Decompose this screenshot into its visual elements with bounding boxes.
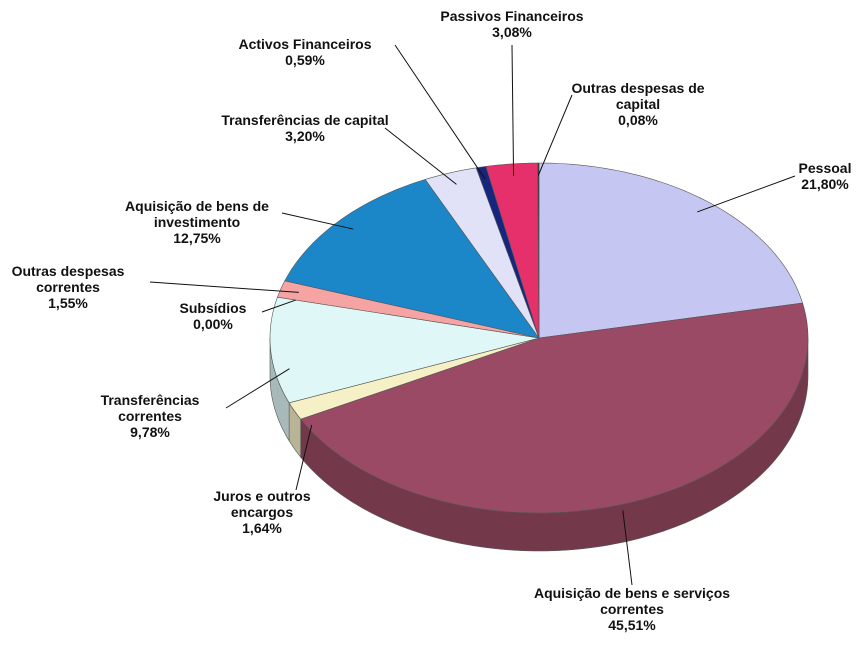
value-label: 3,20% xyxy=(285,128,325,144)
slice-label: Activos Financeiros 0,59% xyxy=(215,36,395,68)
leader-line xyxy=(295,424,313,491)
slice-label: Transferências de capital 3,20% xyxy=(220,112,390,144)
value-label: 3,08% xyxy=(492,24,532,40)
category-name: Aquisição de bens e serviços correntes xyxy=(533,585,731,617)
slice-label: Subsídios 0,00% xyxy=(163,300,263,332)
category-name: Subsídios xyxy=(179,300,247,316)
slice-label: Aquisição de bens e serviços correntes 45… xyxy=(532,585,732,633)
slice-label: Pessoal 21,80% xyxy=(780,160,867,192)
value-label: 12,75% xyxy=(173,230,221,246)
category-name: Juros e outros encargos xyxy=(213,488,311,520)
category-name: Aquisição de bens de investimento xyxy=(125,198,269,230)
slice xyxy=(538,162,803,339)
value-label: 1,64% xyxy=(242,520,282,536)
value-label: 0,59% xyxy=(285,52,325,68)
slice xyxy=(288,337,540,420)
leader-line xyxy=(622,510,633,586)
value-label: 0,08% xyxy=(618,112,658,128)
category-name: Activos Financeiros xyxy=(238,36,372,52)
category-name: Passivos Financeiros xyxy=(440,8,584,24)
slice xyxy=(424,167,540,339)
slice-label: Juros e outros encargos 1,64% xyxy=(192,488,332,536)
slice xyxy=(485,162,540,339)
value-label: 21,80% xyxy=(801,176,849,192)
slice-label: Aquisição de bens de investimento 12,75% xyxy=(107,198,287,246)
leader-line xyxy=(384,127,457,185)
slice xyxy=(284,179,540,339)
value-label: 0,00% xyxy=(193,316,233,332)
category-name: Pessoal xyxy=(798,160,852,176)
slice-label: Outras despesas correntes 1,55% xyxy=(0,263,138,311)
slice-label: Transferências correntes 9,78% xyxy=(75,392,225,440)
slice xyxy=(269,296,540,404)
leader-line xyxy=(394,44,486,180)
slice xyxy=(537,162,540,339)
leader-line xyxy=(697,175,796,213)
category-name: Outras despesas correntes xyxy=(11,263,125,295)
leader-line xyxy=(511,44,515,177)
leader-line xyxy=(261,299,296,313)
leader-line xyxy=(281,212,354,230)
leader-line xyxy=(149,281,299,293)
leader-line xyxy=(225,368,290,409)
slice-label: Passivos Financeiros 3,08% xyxy=(412,8,612,40)
category-name: Transferências correntes xyxy=(100,392,200,424)
slice xyxy=(300,302,809,514)
category-name: Transferências de capital xyxy=(221,112,389,128)
leader-line xyxy=(537,94,573,176)
value-label: 45,51% xyxy=(608,617,656,633)
slice-label: Outras despesas de capital 0,08% xyxy=(558,80,718,128)
value-label: 1,55% xyxy=(48,295,88,311)
value-label: 9,78% xyxy=(130,424,170,440)
category-name: Outras despesas de capital xyxy=(571,80,705,112)
